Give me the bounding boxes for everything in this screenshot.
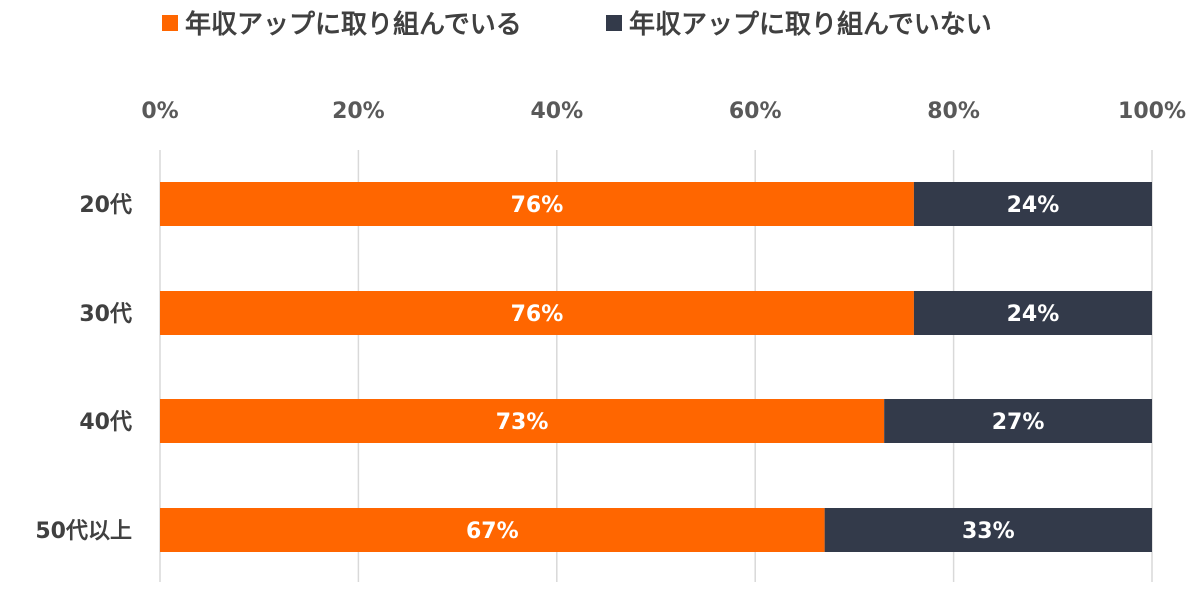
category-label: 50代以上: [35, 519, 132, 544]
x-tick-label: 40%: [530, 99, 583, 124]
legend-swatch-series-1: [162, 15, 178, 31]
category-label: 40代: [79, 410, 132, 435]
data-label: 67%: [466, 519, 519, 544]
x-tick-label: 100%: [1118, 99, 1186, 124]
legend-label-series-1: 年収アップに取り組んでいる: [185, 9, 522, 40]
data-label: 73%: [496, 410, 549, 435]
data-label: 24%: [1007, 302, 1060, 327]
category-label: 20代: [79, 193, 132, 218]
data-label: 76%: [511, 193, 564, 218]
bars: 76% 24% 76% 24% 73% 27% 67% 33%: [160, 182, 1152, 552]
bar-segment: [913, 291, 1152, 335]
data-label: 27%: [992, 410, 1045, 435]
x-tick-label: 20%: [332, 99, 385, 124]
category-label: 30代: [79, 302, 132, 327]
x-axis-ticks: 0% 20% 40% 60% 80% 100%: [141, 99, 1186, 124]
bar-segment: [913, 182, 1152, 226]
bar-segment: [884, 399, 1152, 443]
bar-segment: [160, 182, 914, 226]
bar-segment: [160, 399, 885, 443]
bar-segment: [824, 508, 1152, 552]
category-labels: 20代 30代 40代 50代以上: [35, 193, 132, 544]
legend-label-series-2: 年収アップに取り組んでいない: [629, 9, 992, 40]
data-label: 24%: [1007, 193, 1060, 218]
bar-segment: [160, 508, 825, 552]
bar-segment: [160, 291, 914, 335]
legend-swatch-series-2: [606, 15, 622, 31]
x-tick-label: 0%: [141, 99, 178, 124]
x-tick-label: 60%: [729, 99, 782, 124]
legend: 年収アップに取り組んでいる 年収アップに取り組んでいない: [162, 9, 992, 40]
data-label: 33%: [962, 519, 1015, 544]
x-tick-label: 80%: [927, 99, 980, 124]
data-label: 76%: [511, 302, 564, 327]
